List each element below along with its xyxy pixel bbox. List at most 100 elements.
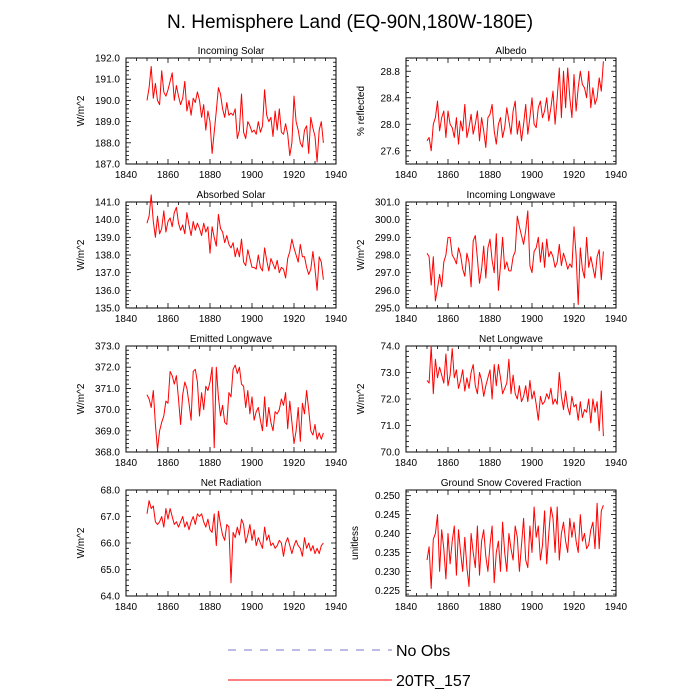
y-tick-label: 298.0 <box>375 251 400 262</box>
plot-frame <box>125 345 337 453</box>
x-tick-label: 1860 <box>437 314 460 325</box>
x-tick-label: 1840 <box>115 170 138 181</box>
y-axis-label: W/m^2 <box>356 239 367 270</box>
x-tick-label: 1840 <box>395 314 418 325</box>
x-tick-label: 1940 <box>325 170 348 181</box>
series-line-20TR_157 <box>426 345 604 437</box>
x-tick-label: 1900 <box>521 458 544 469</box>
y-tick-label: 72.0 <box>381 395 401 406</box>
legend-label-2: 20TR_157 <box>396 673 471 690</box>
subplot-6: Net Longwave 1840 1860 1880 1900 1920 1940 70.0… <box>356 334 628 469</box>
y-tick-label: 190.0 <box>95 96 120 107</box>
x-tick-label: 1860 <box>157 602 180 613</box>
plot-frame <box>125 57 337 165</box>
y-tick-label: 135.0 <box>95 304 120 315</box>
x-tick-label: 1840 <box>115 314 138 325</box>
x-tick-label: 1860 <box>437 170 460 181</box>
y-tick-label: 0.225 <box>375 586 400 597</box>
subplot-title: Incoming Solar <box>198 46 265 57</box>
y-tick-label: 369.0 <box>95 426 120 437</box>
legend: No Obs 20TR_157 <box>228 643 471 690</box>
x-tick-label: 1880 <box>479 602 502 613</box>
y-tick-label: 28.0 <box>381 120 401 131</box>
series-line-20TR_157 <box>146 500 324 584</box>
subplot-title: Net Longwave <box>479 334 543 345</box>
x-tick-label: 1840 <box>395 170 418 181</box>
x-tick-label: 1940 <box>605 458 628 469</box>
plot-frame <box>405 201 617 309</box>
x-tick-label: 1920 <box>563 458 586 469</box>
x-tick-label: 1940 <box>605 602 628 613</box>
x-tick-label: 1900 <box>241 170 264 181</box>
x-tick-label: 1900 <box>521 602 544 613</box>
y-tick-label: 299.0 <box>375 233 400 244</box>
y-tick-label: 372.0 <box>95 363 120 374</box>
y-tick-label: 0.235 <box>375 548 400 559</box>
x-tick-label: 1920 <box>563 314 586 325</box>
subplot-title: Net Radiation <box>201 478 262 489</box>
x-tick-label: 1860 <box>437 602 460 613</box>
y-tick-label: 68.0 <box>101 486 121 497</box>
y-tick-label: 300.0 <box>375 215 400 226</box>
y-tick-label: 371.0 <box>95 384 120 395</box>
y-tick-label: 137.0 <box>95 268 120 279</box>
x-tick-label: 1920 <box>283 314 306 325</box>
x-tick-label: 1880 <box>199 314 222 325</box>
subplot-title: Incoming Longwave <box>467 190 556 201</box>
x-tick-label: 1860 <box>157 170 180 181</box>
y-tick-label: 66.0 <box>101 539 121 550</box>
x-tick-label: 1840 <box>115 458 138 469</box>
y-tick-label: 65.0 <box>101 565 121 576</box>
x-tick-label: 1920 <box>563 602 586 613</box>
y-tick-label: 0.245 <box>375 510 400 521</box>
y-axis-label: W/m^2 <box>356 383 367 414</box>
x-tick-label: 1940 <box>605 170 628 181</box>
y-tick-label: 192.0 <box>95 54 120 65</box>
subplot-title: Emitted Longwave <box>190 334 273 345</box>
y-tick-label: 70.0 <box>381 448 401 459</box>
y-tick-label: 141.0 <box>95 198 120 209</box>
y-tick-label: 139.0 <box>95 233 120 244</box>
y-tick-label: 138.0 <box>95 251 120 262</box>
subplot-title: Absorbed Solar <box>197 190 267 201</box>
x-tick-label: 1900 <box>241 458 264 469</box>
x-tick-label: 1940 <box>325 602 348 613</box>
x-tick-label: 1920 <box>283 458 306 469</box>
x-tick-label: 1940 <box>325 314 348 325</box>
x-tick-label: 1880 <box>199 458 222 469</box>
y-tick-label: 373.0 <box>95 342 120 353</box>
y-tick-label: 297.0 <box>375 268 400 279</box>
y-tick-label: 188.0 <box>95 138 120 149</box>
x-tick-label: 1840 <box>115 602 138 613</box>
x-tick-label: 1860 <box>157 458 180 469</box>
x-tick-label: 1920 <box>563 170 586 181</box>
x-tick-label: 1900 <box>521 170 544 181</box>
x-tick-label: 1840 <box>395 458 418 469</box>
series-line-20TR_157 <box>426 502 604 589</box>
legend-label-1: No Obs <box>396 643 450 660</box>
subplot-title: Albedo <box>495 46 527 57</box>
y-tick-label: 370.0 <box>95 405 120 416</box>
y-tick-label: 296.0 <box>375 286 400 297</box>
x-tick-label: 1940 <box>325 458 348 469</box>
subplot-8: Ground Snow Covered Fraction 1840 1860 1880… <box>350 478 628 613</box>
y-tick-label: 189.0 <box>95 117 120 128</box>
y-tick-label: 74.0 <box>381 342 401 353</box>
y-axis-label: % reflected <box>356 86 367 136</box>
y-axis-label: W/m^2 <box>76 239 87 270</box>
x-tick-label: 1940 <box>605 314 628 325</box>
subplot-5: Emitted Longwave 1840 1860 1880 1900 1920 1940… <box>76 334 348 469</box>
subplot-4: Incoming Longwave 1840 1860 1880 1900 1920 194… <box>356 190 628 325</box>
y-tick-label: 136.0 <box>95 286 120 297</box>
series-line-20TR_157 <box>146 364 324 451</box>
y-axis-label: W/m^2 <box>76 95 87 126</box>
plot-frame <box>405 345 617 453</box>
y-axis-label: W/m^2 <box>76 527 87 558</box>
x-tick-label: 1880 <box>199 602 222 613</box>
subplot-1: Incoming Solar 1840 1860 1880 1900 1920 1940 18… <box>76 46 348 181</box>
y-tick-label: 64.0 <box>101 592 121 603</box>
plot-frame <box>405 489 617 597</box>
y-tick-label: 0.250 <box>375 491 400 502</box>
